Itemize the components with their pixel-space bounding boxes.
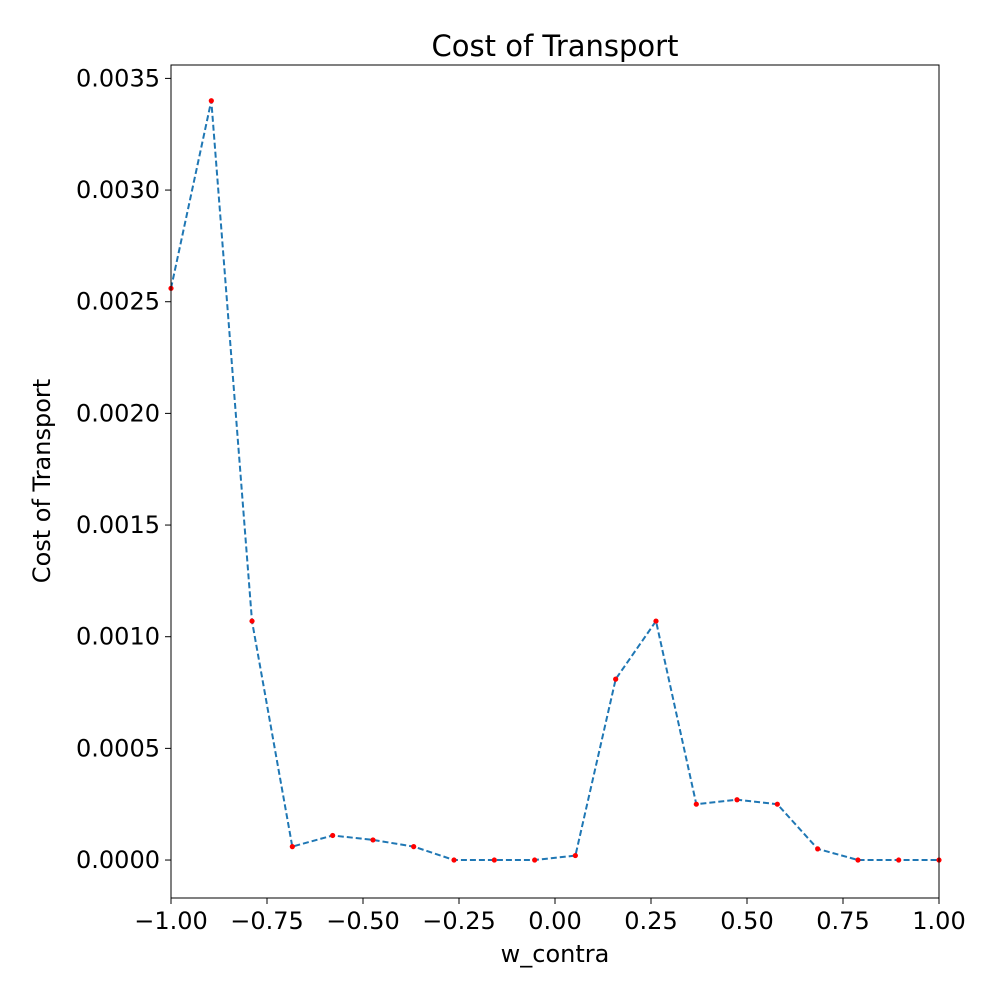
data-point (330, 832, 336, 839)
data-point (613, 676, 619, 682)
data-point (572, 852, 578, 859)
y-tick-label: 0.0025 (76, 288, 160, 316)
x-tick-label: −0.50 (326, 907, 400, 935)
chart-title: Cost of Transport (432, 29, 679, 63)
plot-frame (170, 64, 940, 899)
y-tick-label: 0.0020 (76, 399, 160, 427)
data-point (411, 844, 417, 850)
x-axis: −1.00 −0.75 −0.50 −0.25 0.00 0.25 0.50 0.75 1.00 (134, 898, 966, 935)
data-point (855, 857, 861, 863)
data-point (289, 844, 295, 850)
y-tick-label: 0.0030 (76, 176, 160, 204)
x-tick-label: −0.75 (230, 907, 304, 935)
data-point (370, 837, 376, 843)
y-tick-label: 0.0015 (76, 511, 160, 539)
data-point (815, 846, 821, 852)
x-tick-label: 0.25 (624, 907, 677, 935)
x-tick-label: 0.00 (528, 907, 581, 935)
data-point (693, 801, 699, 807)
x-tick-label: 0.50 (720, 907, 773, 935)
y-axis-label: Cost of Transport (28, 379, 56, 583)
y-axis: 0.0000 0.0005 0.0010 0.0015 0.0020 0.0025 0.00… (76, 64, 171, 874)
data-point (249, 618, 255, 624)
data-point (774, 801, 780, 807)
x-tick-label: 0.75 (816, 907, 869, 935)
x-tick-label: −0.25 (422, 907, 496, 935)
x-axis-label: w_contra (501, 940, 610, 968)
y-tick-label: 0.0000 (76, 846, 160, 874)
plot-area (168, 98, 942, 863)
x-tick-label: 1.00 (912, 907, 965, 935)
data-point (653, 618, 659, 624)
data-point (532, 857, 538, 863)
data-point (491, 857, 497, 863)
data-point (208, 98, 214, 104)
y-tick-label: 0.0005 (76, 734, 160, 762)
x-tick-label: −1.00 (134, 907, 208, 935)
data-point (451, 857, 457, 863)
data-point (734, 797, 740, 803)
data-point (896, 857, 902, 863)
y-tick-label: 0.0035 (76, 64, 160, 92)
y-tick-label: 0.0010 (76, 623, 160, 651)
series-line (170, 100, 939, 861)
